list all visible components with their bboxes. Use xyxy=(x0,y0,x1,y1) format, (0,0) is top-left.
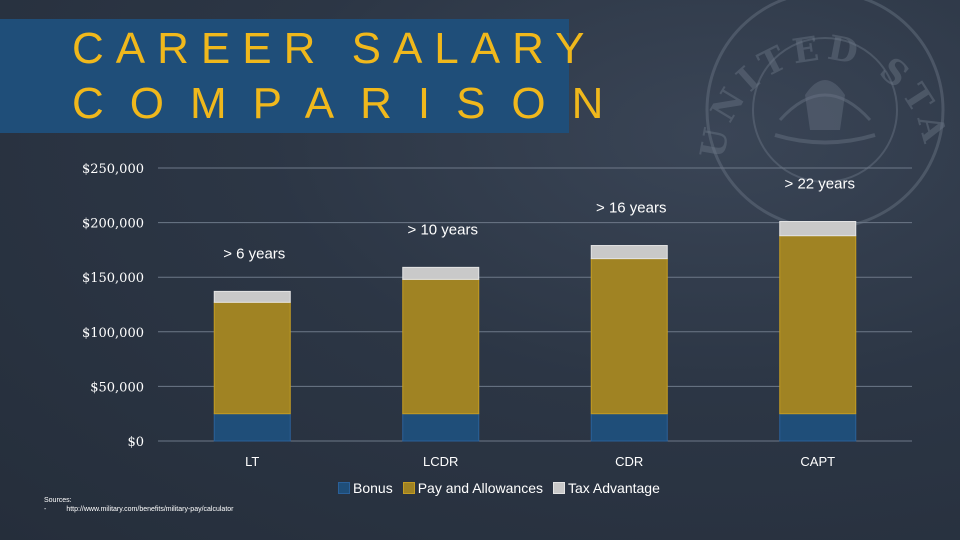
annotations: > 6 years > 10 years > 16 years > 22 years xyxy=(223,176,855,263)
y-tick-labels: $0 $50,000 $100,000 $150,000 $200,000 $250,00… xyxy=(82,162,144,450)
legend-label: Pay and Allowances xyxy=(417,480,544,496)
bar-pay-and-allowances-lcdr xyxy=(402,278,480,415)
tenure-annotation: > 22 years xyxy=(785,176,855,193)
bars xyxy=(213,221,857,442)
y-tick-label: $250,000 xyxy=(82,162,144,177)
tenure-annotation: > 6 years xyxy=(223,245,285,262)
legend-swatch xyxy=(553,482,566,494)
y-tick-label: $150,000 xyxy=(82,271,144,286)
bar-tax-advantage-lcdr xyxy=(402,266,480,280)
eagle-icon xyxy=(805,80,845,130)
legend-item: Tax Advantage xyxy=(553,480,660,496)
y-tick-label: $100,000 xyxy=(82,326,144,341)
sources-url: http://www.military.com/benefits/militar… xyxy=(66,506,234,513)
tenure-annotation: > 16 years xyxy=(596,200,666,217)
bar-bonus-lt xyxy=(213,413,291,442)
legend-item: Pay and Allowances xyxy=(402,480,544,496)
bar-bonus-lcdr xyxy=(402,413,480,442)
x-tick-label: CDR xyxy=(615,454,643,469)
x-tick-labels: LT LCDR CDR CAPT xyxy=(245,454,835,469)
chart-legend: Bonus Pay and Allowances Tax Advantage xyxy=(338,480,660,496)
y-tick-label: $50,000 xyxy=(90,380,144,395)
bar-bonus-capt xyxy=(779,413,857,442)
x-tick-label: CAPT xyxy=(800,454,835,469)
legend-label: Bonus xyxy=(353,480,393,496)
bar-tax-advantage-lt xyxy=(213,290,291,303)
legend-item: Bonus xyxy=(338,480,393,496)
bar-bonus-cdr xyxy=(590,413,668,442)
bar-pay-and-allowances-cdr xyxy=(590,258,668,415)
y-tick-label: $200,000 xyxy=(82,217,144,232)
x-tick-label: LT xyxy=(245,454,259,469)
slide-title-line-2: COMPARISON xyxy=(72,79,630,128)
y-tick-label: $0 xyxy=(127,435,144,450)
bar-pay-and-allowances-lt xyxy=(213,301,291,415)
bar-tax-advantage-cdr xyxy=(590,245,668,260)
navy-seal-watermark: UNITED STATES NAVY xyxy=(680,0,949,230)
slide-title-line-1: CAREER SALARY xyxy=(72,24,597,73)
tenure-annotation: > 10 years xyxy=(408,221,478,238)
sources-bullet: - xyxy=(44,506,47,513)
legend-label: Tax Advantage xyxy=(568,480,660,496)
bar-tax-advantage-capt xyxy=(779,221,857,237)
title-banner xyxy=(0,19,569,133)
bar-pay-and-allowances-capt xyxy=(779,235,857,415)
legend-swatch xyxy=(338,482,350,494)
legend-swatch xyxy=(402,482,415,494)
sources-note: Sources: - http://www.military.com/benefi… xyxy=(44,496,234,514)
sources-label: Sources: xyxy=(44,497,72,504)
x-tick-label: LCDR xyxy=(423,454,458,469)
